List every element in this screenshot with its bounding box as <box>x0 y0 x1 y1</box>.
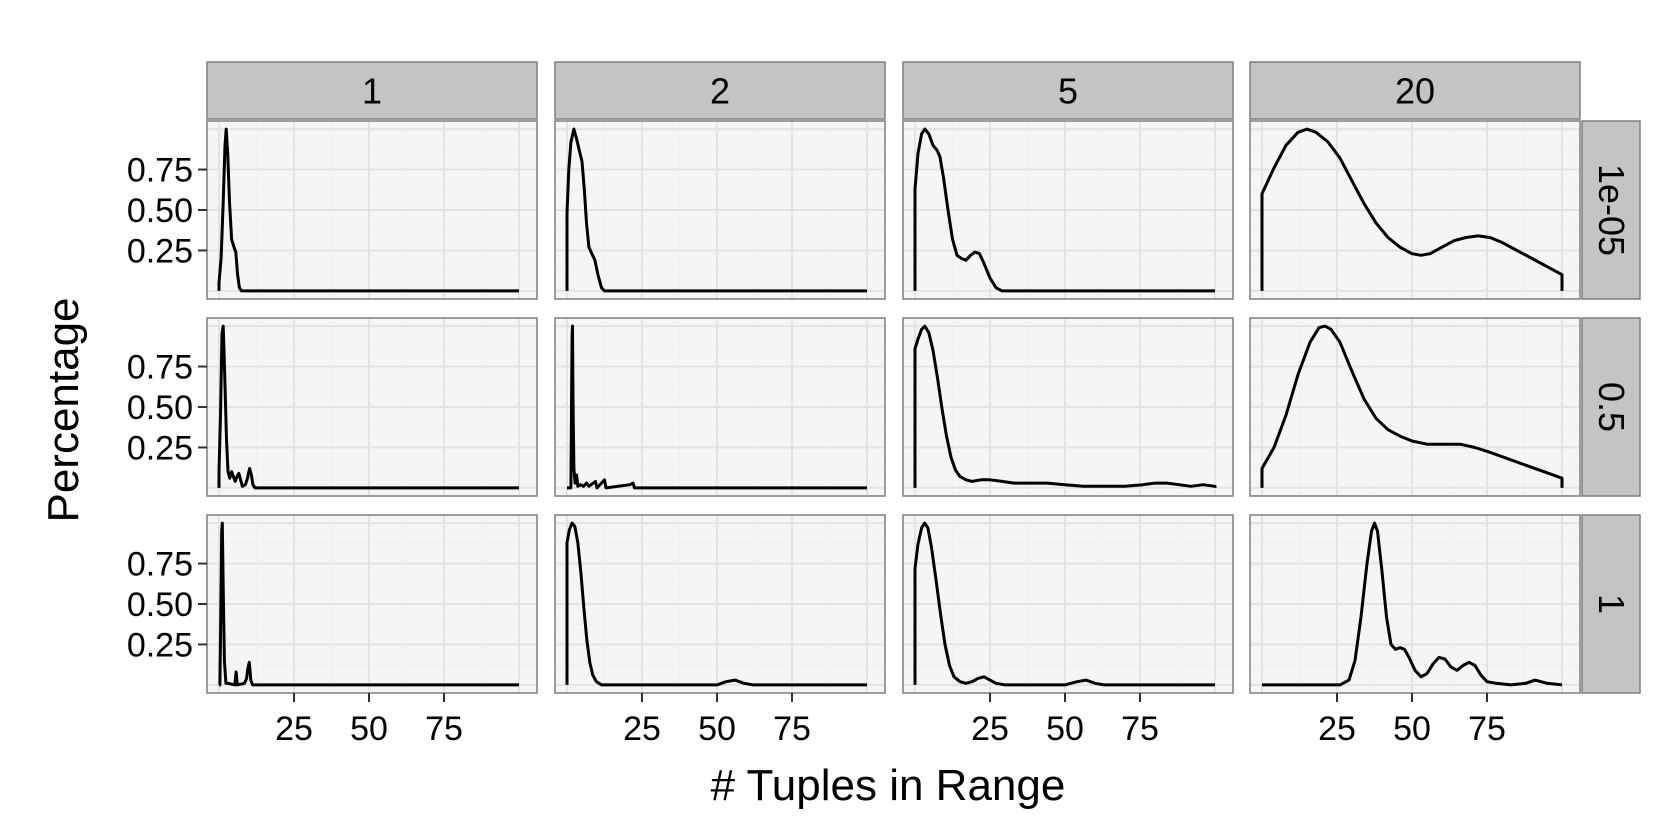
panel-border <box>902 120 1234 300</box>
panel-border <box>902 317 1234 497</box>
column-strip-label: 20 <box>1395 71 1435 112</box>
x-tick-label: 75 <box>1468 710 1506 748</box>
y-tick-label: 0.25 <box>127 232 193 270</box>
column-strip-label: 5 <box>1058 71 1078 112</box>
x-tick-label: 50 <box>350 710 388 748</box>
y-tick-label: 0.25 <box>127 626 193 664</box>
x-tick-label: 25 <box>623 710 661 748</box>
panel-border <box>902 514 1234 694</box>
density-curve <box>565 127 867 293</box>
density-curve <box>1260 127 1564 291</box>
x-tick-label: 75 <box>425 710 463 748</box>
row-strip-label: 1 <box>1591 594 1632 614</box>
density-curve <box>217 127 519 293</box>
x-tick-label: 50 <box>1046 710 1084 748</box>
x-tick-label: 75 <box>1121 710 1159 748</box>
density-curve <box>913 521 1215 687</box>
column-strip <box>1249 61 1581 120</box>
y-tick-label: 0.50 <box>127 192 193 230</box>
density-curve <box>217 324 519 490</box>
density-curve <box>1260 324 1564 488</box>
plot-area: 1 2 5 201e-050.510.250.500.750.250.500.750.… <box>127 61 1641 748</box>
panel-border <box>1249 514 1581 694</box>
y-tick-label: 0.50 <box>127 389 193 427</box>
density-curve <box>913 127 1215 293</box>
row-strip <box>1581 514 1641 694</box>
row-strip <box>1581 317 1641 497</box>
row-strip-label: 0.5 <box>1591 382 1632 432</box>
column-strip <box>902 61 1234 120</box>
panel-border <box>554 317 886 497</box>
density-curve <box>567 324 867 490</box>
panel-border <box>554 120 886 300</box>
x-axis-title: # Tuples in Range <box>711 761 1066 810</box>
x-tick-label: 25 <box>275 710 313 748</box>
row-strip-label: 1e-05 <box>1591 164 1632 256</box>
x-tick-label: 25 <box>1318 710 1356 748</box>
row-strip <box>1581 120 1641 300</box>
y-tick-label: 0.25 <box>127 429 193 467</box>
x-tick-label: 50 <box>698 710 736 748</box>
column-strip <box>554 61 886 120</box>
density-curve <box>913 324 1217 488</box>
density-curve <box>565 521 867 687</box>
density-curve <box>218 521 519 687</box>
column-strip-label: 1 <box>362 71 382 112</box>
column-strip <box>206 61 538 120</box>
x-tick-label: 25 <box>971 710 1009 748</box>
y-tick-label: 0.75 <box>127 546 193 584</box>
x-tick-label: 50 <box>1393 710 1431 748</box>
y-tick-label: 0.75 <box>127 349 193 387</box>
x-tick-label: 75 <box>773 710 811 748</box>
y-tick-label: 0.50 <box>127 586 193 624</box>
panel-border <box>1249 120 1581 300</box>
y-tick-label: 0.75 <box>127 152 193 190</box>
column-strip-label: 2 <box>710 71 730 112</box>
y-axis-title: Percentage <box>39 297 88 522</box>
panel-border <box>554 514 886 694</box>
panel-border <box>1249 317 1581 497</box>
density-curve <box>1262 521 1563 687</box>
